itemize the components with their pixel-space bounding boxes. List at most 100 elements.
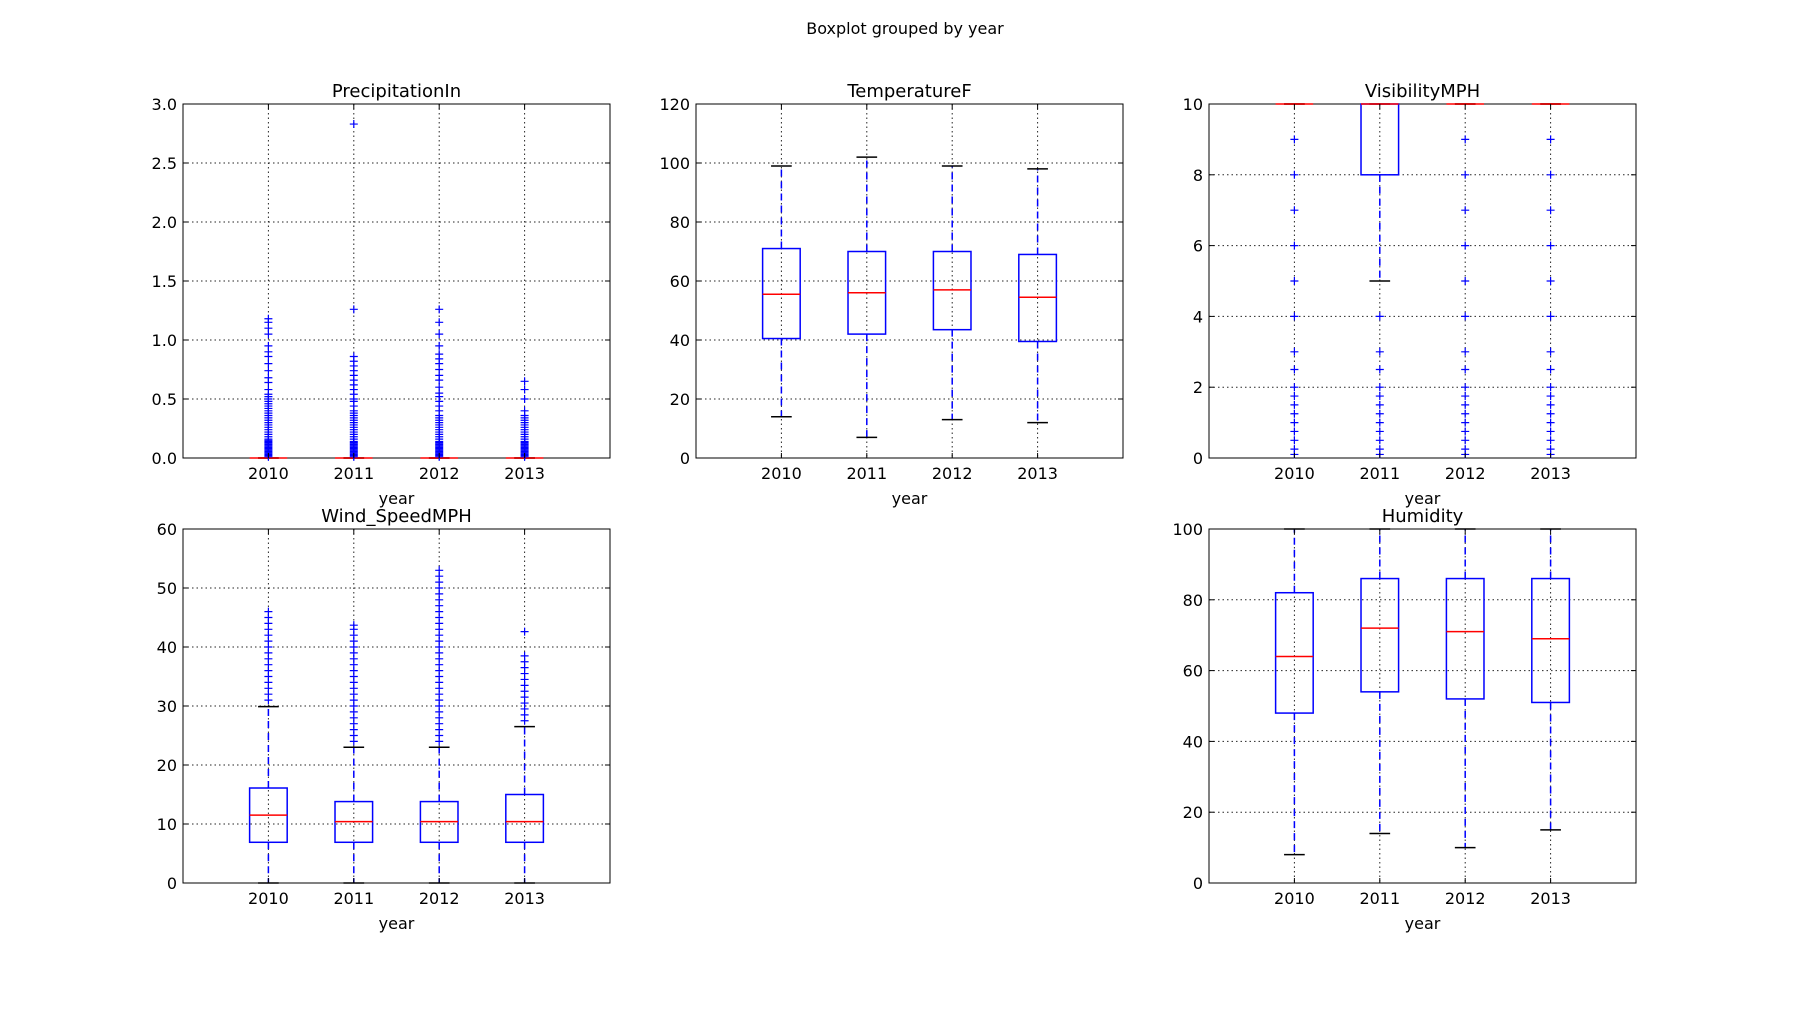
outlier-marker bbox=[1546, 170, 1555, 179]
outlier-marker bbox=[1290, 436, 1299, 445]
outlier-marker bbox=[264, 373, 273, 382]
box-2012 bbox=[932, 165, 972, 421]
outlier-marker bbox=[1375, 418, 1384, 427]
x-tick-label: 2013 bbox=[504, 889, 545, 908]
box-2011 bbox=[334, 621, 374, 884]
subplot-temperaturef: 0 20 40 60 80 100 120 2010 2011 2012 2013 year Tempe… bbox=[659, 81, 1124, 508]
y-tick-label: 60 bbox=[1183, 662, 1203, 681]
y-tick-label: 3.0 bbox=[152, 95, 177, 114]
outlier-marker bbox=[349, 352, 358, 361]
plot-area bbox=[1208, 103, 1637, 459]
box-2010 bbox=[248, 607, 288, 884]
box-2011 bbox=[1360, 528, 1400, 835]
outlier-marker bbox=[264, 366, 273, 375]
subplot-precipitationin: 0.0 0.5 1.0 1.5 2.0 2.5 3.0 2010 2011 2012 2013 yea… bbox=[152, 81, 611, 508]
x-tick-label: 2010 bbox=[248, 889, 289, 908]
y-tick-label: 0 bbox=[167, 874, 177, 893]
y-tick-label: 6 bbox=[1193, 237, 1203, 256]
outlier-marker bbox=[1375, 427, 1384, 436]
outlier-marker bbox=[1375, 392, 1384, 401]
outlier-marker bbox=[349, 305, 358, 314]
y-tick-label: 2 bbox=[1193, 378, 1203, 397]
outlier-marker bbox=[435, 330, 444, 339]
box-2013 bbox=[505, 377, 544, 461]
outlier-marker bbox=[1375, 312, 1384, 321]
outlier-marker bbox=[1290, 241, 1299, 250]
plot-area bbox=[1208, 528, 1637, 884]
subplot-title: Wind_SpeedMPH bbox=[321, 506, 472, 527]
figure-title: Boxplot grouped by year bbox=[806, 19, 1004, 38]
box-2012 bbox=[419, 566, 459, 884]
x-tick-label: 2011 bbox=[846, 464, 887, 483]
y-tick-label: 60 bbox=[670, 272, 690, 291]
outlier-marker bbox=[520, 406, 529, 415]
outlier-marker bbox=[1375, 436, 1384, 445]
outlier-marker bbox=[435, 350, 444, 359]
iqr-box bbox=[1360, 577, 1400, 693]
iqr-box bbox=[1445, 577, 1485, 700]
x-axis-label: year bbox=[379, 914, 415, 933]
y-tick-label: 0.5 bbox=[152, 390, 177, 409]
box-2012 bbox=[420, 305, 458, 461]
outlier-marker bbox=[1461, 365, 1470, 374]
y-tick-label: 8 bbox=[1193, 166, 1203, 185]
outlier-marker bbox=[1546, 135, 1555, 144]
y-tick-label: 100 bbox=[1172, 520, 1203, 539]
outlier-marker bbox=[1375, 400, 1384, 409]
outlier-marker bbox=[349, 120, 358, 129]
x-tick-label: 2011 bbox=[1359, 464, 1400, 483]
outlier-marker bbox=[435, 383, 444, 392]
y-tick-label: 20 bbox=[670, 390, 690, 409]
subplot-title: Humidity bbox=[1382, 506, 1464, 527]
outlier-marker bbox=[1290, 445, 1299, 454]
outlier-marker bbox=[1461, 241, 1470, 250]
outlier-marker bbox=[1290, 365, 1299, 374]
outlier-marker bbox=[435, 341, 444, 350]
outlier-marker bbox=[1546, 365, 1555, 374]
x-tick-label: 2013 bbox=[1530, 889, 1571, 908]
y-tick-label: 80 bbox=[1183, 591, 1203, 610]
y-tick-label: 80 bbox=[670, 213, 690, 232]
box-2013 bbox=[1531, 528, 1571, 831]
outlier-marker bbox=[1290, 206, 1299, 215]
subplot-humidity: 0 20 40 60 80 100 2010 2011 2012 2013 year Humidity bbox=[1172, 506, 1637, 933]
outlier-marker bbox=[264, 607, 273, 616]
y-tick-label: 50 bbox=[157, 579, 177, 598]
x-axis-label: year bbox=[1405, 914, 1441, 933]
outlier-marker bbox=[264, 359, 273, 368]
y-tick-label: 10 bbox=[1183, 95, 1203, 114]
subplot-title: VisibilityMPH bbox=[1365, 81, 1480, 102]
y-tick-label: 30 bbox=[157, 697, 177, 716]
outlier-marker bbox=[1290, 312, 1299, 321]
outlier-marker bbox=[1375, 347, 1384, 356]
outlier-marker bbox=[1546, 445, 1555, 454]
x-tick-label: 2013 bbox=[1017, 464, 1058, 483]
outlier-marker bbox=[1290, 383, 1299, 392]
box-2010 bbox=[761, 165, 801, 418]
outlier-marker bbox=[1461, 135, 1470, 144]
iqr-box bbox=[1531, 577, 1571, 704]
outlier-marker bbox=[435, 566, 444, 575]
outlier-marker bbox=[1375, 409, 1384, 418]
y-tick-label: 2.0 bbox=[152, 213, 177, 232]
outlier-marker bbox=[1290, 400, 1299, 409]
outlier-marker bbox=[520, 627, 529, 636]
x-tick-label: 2013 bbox=[504, 464, 545, 483]
outlier-marker bbox=[520, 377, 529, 386]
outlier-marker bbox=[1461, 445, 1470, 454]
box-2010 bbox=[249, 314, 288, 461]
x-tick-label: 2012 bbox=[1445, 889, 1486, 908]
outlier-marker bbox=[1290, 347, 1299, 356]
x-axis-label: year bbox=[892, 489, 928, 508]
outlier-marker bbox=[1546, 436, 1555, 445]
x-tick-label: 2013 bbox=[1530, 464, 1571, 483]
y-tick-label: 10 bbox=[157, 815, 177, 834]
outlier-marker bbox=[1290, 392, 1299, 401]
outlier-marker bbox=[1546, 206, 1555, 215]
outlier-marker bbox=[1546, 409, 1555, 418]
outlier-marker bbox=[1546, 427, 1555, 436]
y-tick-label: 1.5 bbox=[152, 272, 177, 291]
outlier-marker bbox=[520, 395, 529, 403]
outlier-marker bbox=[1461, 400, 1470, 409]
